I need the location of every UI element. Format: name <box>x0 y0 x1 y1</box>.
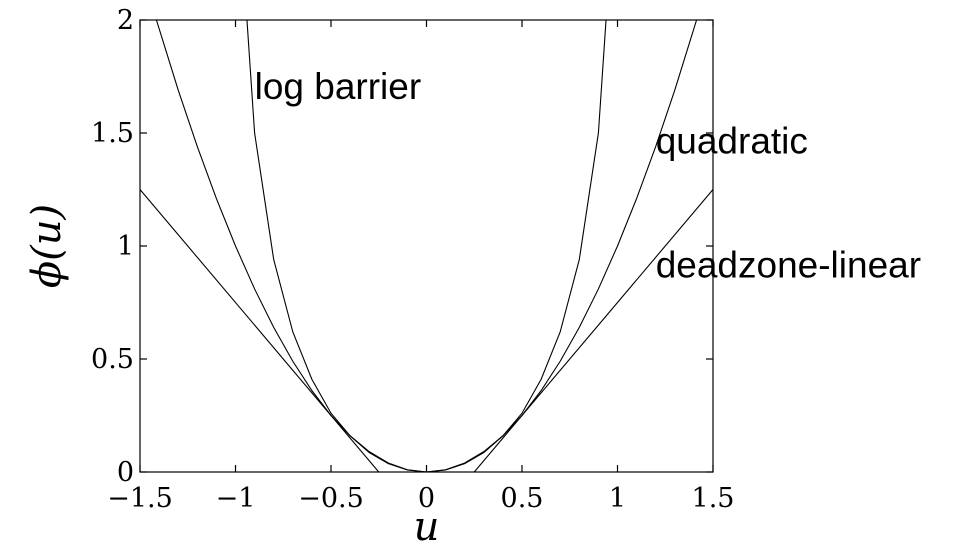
ticks-layer <box>139 19 714 473</box>
y-tick-label: 2 <box>117 5 134 36</box>
y-tick-label: 1 <box>117 231 134 262</box>
x-tick-label: 1.5 <box>692 483 735 514</box>
y-tick-label: 0.5 <box>91 344 134 375</box>
curve-label-deadzone-linear: deadzone-linear <box>656 245 921 286</box>
x-tick-label: 0.5 <box>501 483 544 514</box>
x-tick-label: −1.5 <box>107 483 173 514</box>
plot-frame <box>139 19 714 473</box>
tick-labels-layer: −1.5 −1 −0.5 0 0.5 1 1.5 0 0.5 1 1.5 2 <box>91 5 734 514</box>
curve-label-log-barrier: log barrier <box>255 66 422 107</box>
x-tick-label: −1 <box>216 483 256 514</box>
series-line-deadzone-linear <box>140 189 713 472</box>
x-tick-label: 0 <box>418 483 435 514</box>
x-tick-label: −0.5 <box>298 483 364 514</box>
y-axis-label: ϕ(u) <box>24 204 70 288</box>
x-axis-label: u <box>414 504 440 546</box>
y-tick-label: 0 <box>117 457 134 488</box>
series-line-log-barrier <box>246 20 607 472</box>
x-tick-label: 1 <box>609 483 626 514</box>
y-tick-label: 1.5 <box>91 118 134 149</box>
curve-label-quadratic: quadratic <box>656 120 808 161</box>
curves-layer <box>140 20 713 472</box>
series-line-quadratic <box>155 20 698 472</box>
annotations-layer: log barrier quadratic deadzone-linear <box>255 66 921 286</box>
